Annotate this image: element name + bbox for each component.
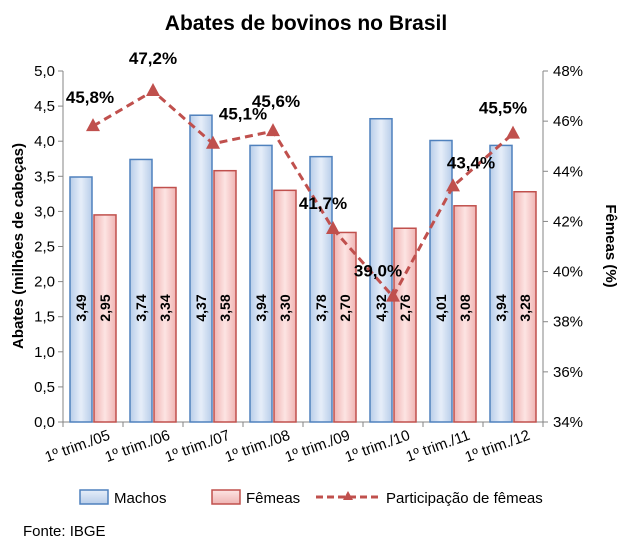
bar-femeas: [333, 231, 357, 423]
bar-label-machos: 3,94: [493, 294, 509, 321]
legend-femeas-swatch: [211, 489, 241, 505]
line-marker: [266, 123, 280, 137]
bar-machos: [309, 155, 333, 423]
legend: Machos Fêmeas Participação de fêmeas: [79, 489, 543, 507]
bar-label-machos: 3,94: [253, 294, 269, 321]
line-marker: [386, 288, 400, 302]
x-tick-label: 1º trim./05: [43, 427, 113, 466]
bar-femeas: [153, 186, 177, 423]
line-marker: [206, 135, 220, 149]
line-data-label: 39,0%: [354, 262, 402, 281]
bar-femeas: [213, 169, 237, 423]
y-tick-label: 4,0: [34, 133, 55, 150]
data-labels: 3,49 2,95 3,74 3,34 4,37 3,58 3,94 3,30 3,78 2,70…: [66, 49, 533, 322]
line-data-label: 45,6%: [252, 92, 300, 111]
bar-label-femeas: 3,30: [277, 294, 293, 321]
line-marker: [446, 178, 460, 192]
bar-label-femeas: 3,08: [457, 294, 473, 321]
x-tick-label: 1º trim./08: [223, 427, 293, 466]
y2-tick-label: 48%: [553, 63, 583, 80]
bar-label-machos: 4,37: [193, 294, 209, 321]
y2-tick-label: 46%: [553, 113, 583, 130]
y-tick-label: 2,0: [34, 274, 55, 291]
x-tick-label: 1º trim./09: [283, 427, 353, 466]
legend-machos-swatch: [79, 489, 109, 505]
line-marker: [86, 118, 100, 132]
y-tick-label: 5,0: [34, 63, 55, 80]
y2-tick-label: 36%: [553, 364, 583, 381]
y2-tick-label: 40%: [553, 264, 583, 281]
bar-label-machos: 3,78: [313, 294, 329, 321]
line-data-label: 45,5%: [479, 99, 527, 118]
bar-label-femeas: 2,70: [337, 294, 353, 321]
bar-femeas: [273, 189, 297, 423]
x-tick-label: 1º trim./07: [163, 427, 233, 466]
line-marker: [326, 220, 340, 234]
line-series: [86, 83, 520, 302]
bar-femeas: [513, 190, 537, 423]
legend-participacao-label: Participação de fêmeas: [386, 490, 543, 507]
bar-machos: [429, 139, 453, 423]
y2-tick-label: 38%: [553, 314, 583, 331]
bar-label-machos: 3,49: [73, 294, 89, 321]
chart-title: Abates de bovinos no Brasil: [165, 12, 447, 35]
y-tick-label: 1,0: [34, 344, 55, 361]
bar-label-machos: 4,01: [433, 294, 449, 321]
x-tick-label: 1º trim./06: [103, 427, 173, 466]
line-marker: [146, 83, 160, 97]
y2-tick-label: 42%: [553, 213, 583, 230]
line-data-label: 45,1%: [219, 105, 267, 124]
y-tick-label: 0,5: [34, 379, 55, 396]
y-tick-label: 3,5: [34, 168, 55, 185]
y2-axis-title: Fêmeas (%): [602, 204, 619, 287]
y2-tick-label: 34%: [553, 414, 583, 431]
bar-label-femeas: 2,76: [397, 294, 413, 321]
legend-machos-label: Machos: [114, 490, 167, 507]
x-tick-label: 1º trim./10: [343, 427, 413, 466]
bar-machos: [249, 144, 273, 423]
bar-machos: [69, 176, 93, 423]
x-tick-label: 1º trim./12: [463, 427, 533, 466]
bar-label-machos: 4,32: [373, 294, 389, 321]
bar-label-femeas: 3,58: [217, 294, 233, 321]
bars: [69, 114, 537, 423]
bar-label-femeas: 3,34: [157, 294, 173, 321]
bar-machos: [189, 114, 213, 423]
line-data-label: 45,8%: [66, 88, 114, 107]
line-data-label: 43,4%: [447, 153, 495, 172]
y2-tick-label: 44%: [553, 163, 583, 180]
bar-label-machos: 3,74: [133, 294, 149, 321]
bar-label-femeas: 3,28: [517, 294, 533, 321]
line-data-label: 47,2%: [129, 49, 177, 68]
y-tick-label: 3,0: [34, 203, 55, 220]
y-axis-title: Abates (milhões de cabeças): [10, 143, 27, 349]
y-tick-label: 2,5: [34, 239, 55, 256]
y-tick-label: 0,0: [34, 414, 55, 431]
bar-femeas: [393, 227, 417, 423]
x-tick-label: 1º trim./11: [404, 427, 473, 466]
bar-machos: [129, 158, 153, 423]
line-data-label: 41,7%: [299, 194, 347, 213]
y-tick-label: 1,5: [34, 309, 55, 326]
source-note: Fonte: IBGE: [23, 523, 106, 540]
y-tick-label: 4,5: [34, 98, 55, 115]
legend-femeas-label: Fêmeas: [246, 490, 300, 507]
legend-participacao-marker: [343, 491, 353, 500]
bar-machos: [489, 144, 513, 423]
bar-femeas: [453, 205, 477, 423]
bar-femeas: [93, 214, 117, 423]
line-marker: [506, 125, 520, 139]
line-participacao: [92, 89, 514, 300]
bar-label-femeas: 2,95: [97, 294, 113, 321]
